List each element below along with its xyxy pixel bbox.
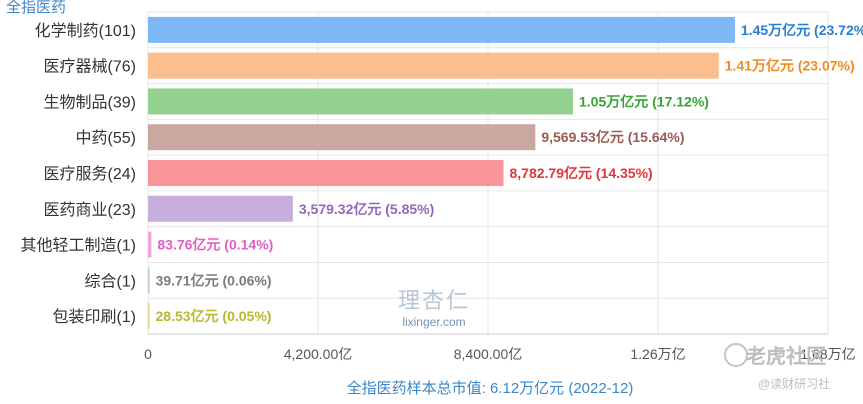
brand-sub: @读财研习社 [758, 377, 831, 391]
value-label: 83.76亿元 (0.14%) [157, 237, 273, 253]
chart-corner-title: 全指医药 [6, 0, 67, 16]
value-label: 3,579.32亿元 (5.85%) [299, 201, 434, 217]
x-tick-label: 4,200.00亿 [284, 346, 353, 362]
watermark: 理杏仁 lixinger.com [386, 283, 482, 329]
value-label: 9,569.53亿元 (15.64%) [541, 129, 684, 145]
category-label: 医疗器械(76) [44, 58, 136, 76]
brand-name: 老虎社区 [746, 346, 826, 368]
x-tick-label: 1.26万亿 [630, 346, 685, 362]
bar [148, 303, 150, 330]
value-label: 8,782.79亿元 (14.35%) [509, 165, 652, 181]
bar [148, 52, 719, 79]
category-label: 生物制品(39) [44, 93, 136, 111]
x-axis-label: 全指医药样本总市值: 6.12万亿元 (2022-12) [346, 380, 634, 397]
value-label: 1.41万亿元 (23.07%) [725, 58, 855, 74]
watermark-url: lixinger.com [402, 315, 466, 329]
category-label: 中药(55) [76, 129, 136, 147]
bar [148, 124, 536, 151]
category-label: 医药商业(23) [44, 201, 136, 219]
watermark-logo-text: 理杏仁 [397, 289, 470, 314]
bar [148, 16, 735, 43]
value-label: 1.45万亿元 (23.72%) [741, 22, 863, 38]
x-tick-label: 8,400.00亿 [454, 346, 523, 362]
bar [148, 88, 573, 115]
category-label: 包装印刷(1) [52, 308, 136, 326]
bar [148, 195, 293, 222]
value-label: 39.71亿元 (0.06%) [156, 272, 272, 288]
bar [148, 160, 504, 186]
category-label: 医疗服务(24) [44, 165, 136, 183]
category-label: 综合(1) [84, 272, 136, 290]
x-tick-label: 1.68万亿 [800, 346, 855, 362]
value-label: 28.53亿元 (0.05%) [156, 308, 272, 324]
bar [148, 267, 150, 294]
category-label: 化学制药(101) [35, 22, 136, 40]
x-tick-label: 0 [144, 346, 152, 362]
category-label: 其他轻工制造(1) [20, 237, 136, 255]
value-label: 1.05万亿元 (17.12%) [579, 93, 709, 109]
tiger-logo-icon [724, 343, 748, 367]
bar [148, 231, 152, 258]
